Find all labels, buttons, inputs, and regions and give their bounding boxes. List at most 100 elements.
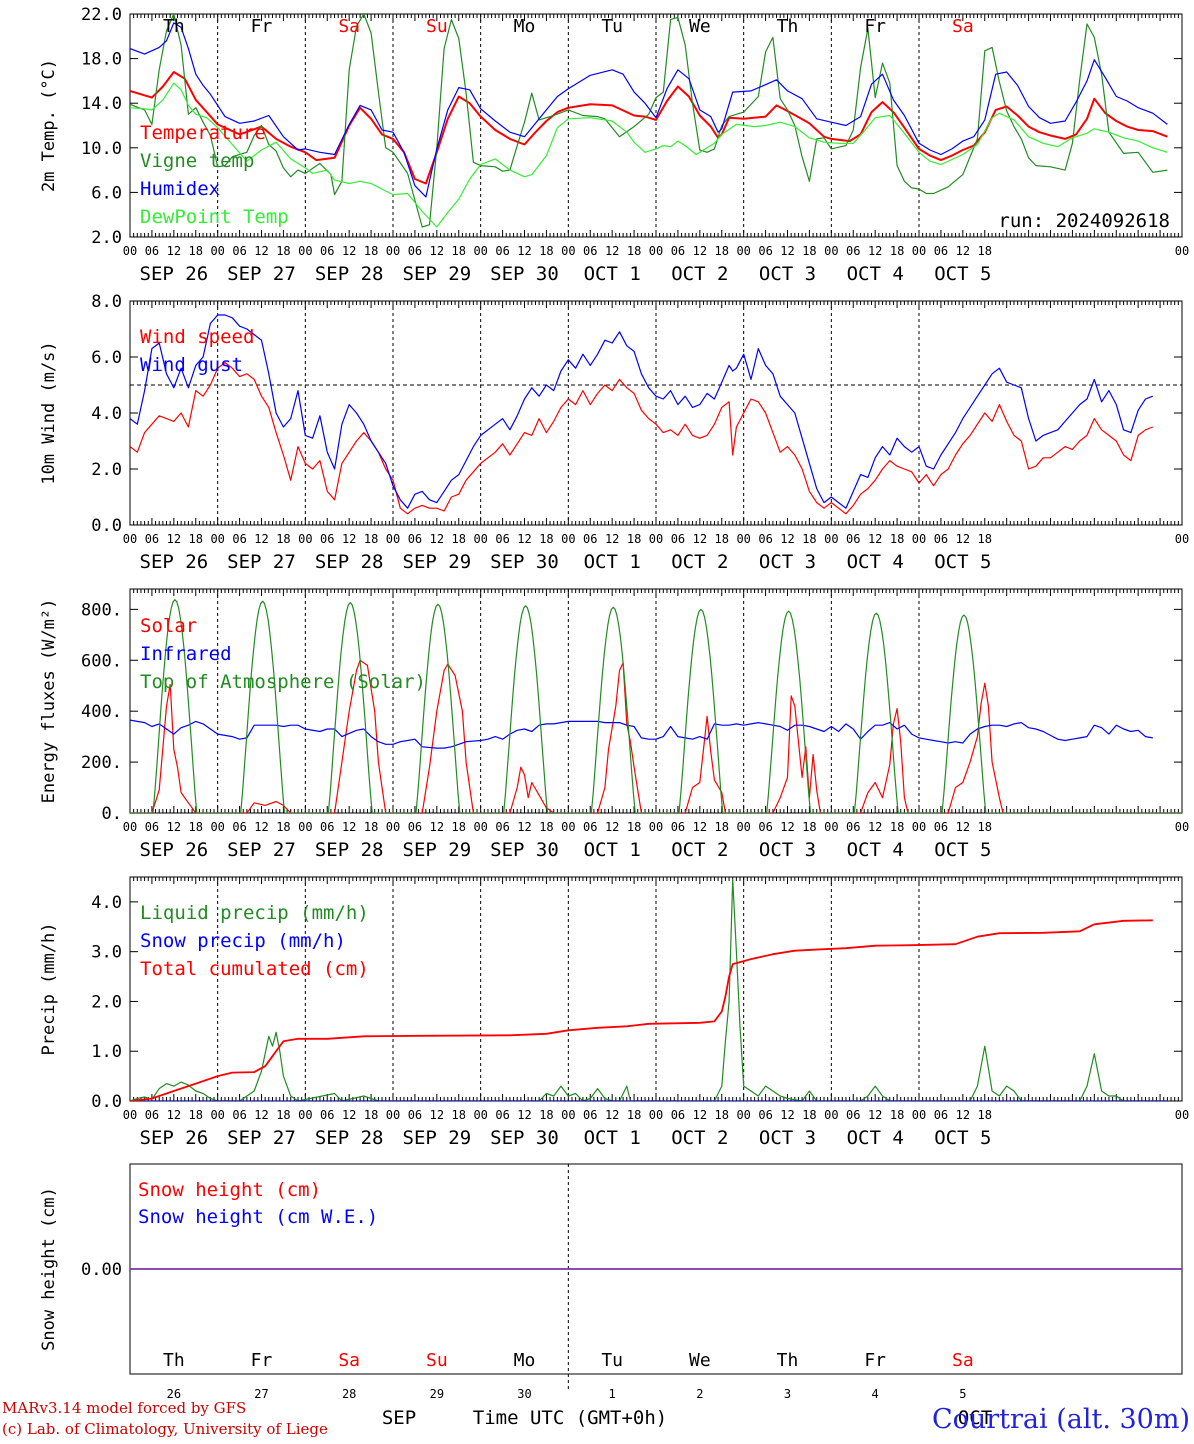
hour-tick-label: 12 [254,1108,268,1122]
hour-tick-label: 18 [452,244,466,258]
y-tick-label: 2.0 [91,228,122,248]
hour-tick-label: 06 [934,244,948,258]
y-tick-label: 4.0 [91,404,122,424]
hour-tick-label: 06 [232,1108,246,1122]
hour-tick-label: 12 [693,1108,707,1122]
y-tick-label: 200. [81,753,122,773]
date-label: OCT 5 [934,1127,991,1149]
hour-tick-label: 12 [956,532,970,546]
hour-tick-label: 06 [232,244,246,258]
day-of-week-label: Sa [338,1350,360,1371]
hour-tick-label: 00 [123,532,137,546]
series-line [130,599,1182,813]
legend-entry: Wind speed [140,326,254,348]
hour-tick-label: 18 [802,532,816,546]
y-tick-label: 4.0 [91,893,122,913]
hour-tick-label: 12 [517,1108,531,1122]
hour-tick-label: 00 [473,820,487,834]
day-number-label: 26 [167,1387,181,1401]
day-number-label: 28 [342,1387,356,1401]
hour-tick-label: 18 [452,1108,466,1122]
date-label: SEP 26 [140,263,209,285]
hour-tick-label: 18 [802,1108,816,1122]
y-tick-label: 400. [81,702,122,722]
date-label: OCT 4 [847,1127,904,1149]
day-of-week-label: Fr [251,1350,273,1371]
lab-credit: (c) Lab. of Climatology, University of L… [2,1420,328,1438]
hour-tick-label: 00 [386,532,400,546]
hour-tick-label: 06 [320,532,334,546]
hour-tick-label: 00 [123,1108,137,1122]
hour-tick-label: 00 [1175,1108,1189,1122]
hour-tick-label: 12 [517,820,531,834]
panel-frame [129,13,1183,238]
panel-4 [129,876,1183,1102]
date-label: OCT 3 [759,551,816,573]
hour-tick-label: 12 [780,1108,794,1122]
legend-entry: Snow height (cm W.E.) [138,1206,378,1228]
hour-tick-label: 18 [189,532,203,546]
hour-tick-label: 00 [298,532,312,546]
y-axis-label: Snow height (cm) [39,1187,59,1351]
hour-tick-label: 12 [517,244,531,258]
hour-tick-label: 12 [693,820,707,834]
hour-tick-label: 00 [824,532,838,546]
hour-tick-label: 06 [320,820,334,834]
y-tick-label: 0. [102,804,122,824]
y-tick-label: 0.00 [81,1260,122,1280]
day-number-label: 1 [609,1387,616,1401]
hour-tick-label: 18 [890,1108,904,1122]
y-tick-label: 2.0 [91,992,122,1012]
y-tick-label: 1.0 [91,1042,122,1062]
series-line [130,14,1168,228]
run-label: run: 2024092618 [998,210,1170,232]
hour-tick-label: 18 [715,532,729,546]
y-axis-label: Energy fluxes (W/m²) [39,599,59,804]
legend-entry: DewPoint Temp [140,206,289,228]
month-label: OCT [958,1407,992,1429]
hour-tick-label: 00 [473,1108,487,1122]
hour-tick-label: 12 [167,1108,181,1122]
day-of-week-label: Sa [338,16,360,37]
date-label: SEP 30 [490,1127,559,1149]
date-label: OCT 5 [934,839,991,861]
hour-tick-label: 18 [189,244,203,258]
hour-tick-label: 00 [561,1108,575,1122]
date-label: SEP 26 [140,551,209,573]
hour-tick-label: 06 [583,532,597,546]
y-tick-label: 600. [81,651,122,671]
date-label: OCT 5 [934,263,991,285]
y-tick-label: 22.0 [81,5,122,25]
date-label: OCT 2 [671,263,728,285]
date-label: SEP 28 [315,839,384,861]
y-axis-label: 10m Wind (m/s) [39,341,59,484]
date-label: SEP 27 [227,1127,296,1149]
hour-tick-label: 12 [868,244,882,258]
hour-tick-label: 18 [890,532,904,546]
hour-tick-label: 12 [167,820,181,834]
date-label: SEP 30 [490,263,559,285]
hour-tick-label: 12 [780,532,794,546]
series-line [130,878,1168,1101]
hour-tick-label: 12 [430,1108,444,1122]
y-tick-label: 3.0 [91,943,122,963]
y-tick-label: 6.0 [91,183,122,203]
hour-tick-label: 06 [232,820,246,834]
date-label: OCT 3 [759,1127,816,1149]
hour-tick-label: 00 [1175,244,1189,258]
series-group [130,599,1182,813]
date-label: OCT 4 [847,551,904,573]
hour-tick-label: 00 [1175,820,1189,834]
hour-tick-label: 12 [605,532,619,546]
hour-tick-label: 00 [824,1108,838,1122]
y-tick-label: 10.0 [81,139,122,159]
legend-entry: Top of Atmosphere (Solar) [140,671,426,693]
hour-tick-label: 12 [605,1108,619,1122]
hour-tick-label: 00 [210,820,224,834]
day-of-week-label: Fr [864,16,886,37]
hour-tick-label: 12 [167,532,181,546]
day-of-week-label: Tu [601,16,623,37]
station-label: Courtrai (alt. 30m) [932,1404,1190,1435]
day-of-week-label: Sa [952,16,974,37]
